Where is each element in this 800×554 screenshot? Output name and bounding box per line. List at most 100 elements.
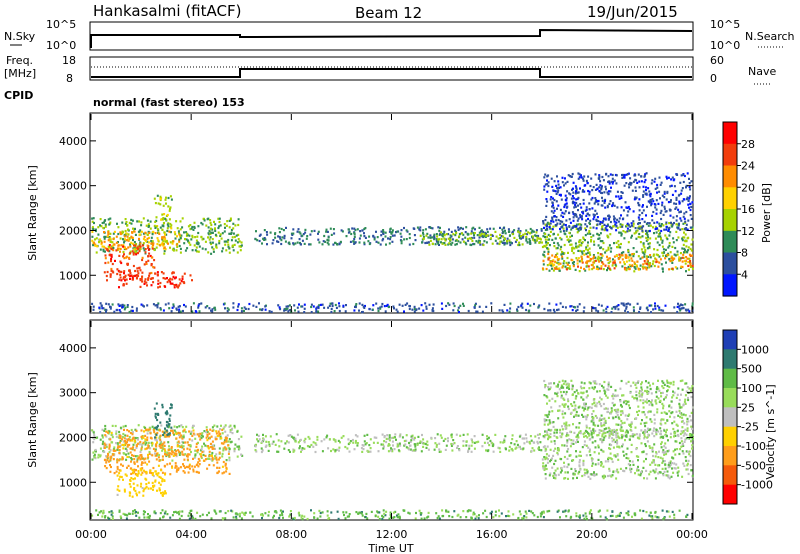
heatmap-cell [145, 485, 148, 489]
heatmap-cell [157, 231, 160, 234]
heatmap-cell [440, 241, 442, 244]
heatmap-cell [574, 205, 577, 208]
heatmap-cell [222, 447, 225, 450]
heatmap-cell [271, 242, 274, 245]
heatmap-cell [102, 250, 105, 253]
heatmap-cell [631, 259, 634, 262]
heatmap-cell [312, 445, 315, 448]
heatmap-cell [214, 447, 216, 450]
heatmap-cell [205, 430, 208, 434]
heatmap-cell [657, 229, 660, 232]
heatmap-cell [211, 459, 214, 462]
heatmap-cell [612, 393, 615, 396]
heatmap-cell [627, 256, 630, 259]
heatmap-cell [315, 306, 318, 309]
heatmap-cell [686, 420, 689, 423]
heatmap-cell [426, 440, 429, 443]
heatmap-cell [104, 458, 107, 461]
heatmap-cell [206, 457, 209, 460]
heatmap-cell [601, 441, 604, 444]
heatmap-cell [554, 459, 557, 462]
heatmap-cell [317, 230, 320, 233]
heatmap-cell [638, 225, 641, 228]
heatmap-cell [391, 231, 394, 234]
heatmap-cell [229, 428, 232, 432]
heatmap-cell [533, 238, 536, 241]
heatmap-cell [274, 232, 277, 235]
heatmap-cell [663, 429, 666, 432]
heatmap-cell [649, 256, 652, 259]
heatmap-cell [598, 234, 601, 237]
heatmap-cell [590, 429, 593, 433]
heatmap-cell [548, 435, 550, 438]
heatmap-cell [630, 182, 633, 185]
heatmap-cell [201, 238, 204, 241]
heatmap-cell [168, 209, 171, 212]
heatmap-cell [189, 444, 191, 447]
heatmap-cell [358, 309, 360, 312]
heatmap-cell [620, 232, 623, 235]
heatmap-cell [597, 203, 600, 206]
heatmap-cell [485, 241, 488, 244]
heatmap-cell [652, 308, 655, 311]
heatmap-cell [301, 305, 304, 308]
heatmap-cell [490, 302, 493, 305]
heatmap-cell [680, 219, 683, 222]
heatmap-cell [597, 259, 600, 262]
heatmap-cell [464, 241, 467, 244]
heatmap-cell [545, 267, 548, 271]
heatmap-cell [94, 228, 97, 231]
heatmap-region [542, 172, 694, 233]
heatmap-cell [330, 449, 332, 453]
heatmap-cell [193, 225, 196, 229]
heatmap-cell [479, 240, 481, 243]
heatmap-cell [163, 246, 166, 249]
heatmap-cell [338, 242, 341, 245]
heatmap-cell [444, 437, 447, 441]
heatmap-cell [152, 303, 155, 306]
heatmap-cell [569, 267, 572, 270]
heatmap-cell [589, 448, 591, 451]
heatmap-cell [569, 445, 572, 448]
heatmap-cell [154, 454, 157, 457]
heatmap-cell [161, 218, 164, 221]
heatmap-cell [655, 452, 658, 455]
heatmap-cell [401, 436, 404, 439]
heatmap-cell [364, 443, 367, 446]
heatmap-cell [156, 440, 159, 443]
heatmap-cell [665, 261, 667, 264]
heatmap-cell [468, 237, 471, 240]
heatmap-cell [580, 250, 583, 253]
heatmap-cell [665, 452, 668, 455]
heatmap-cell [126, 429, 129, 432]
heatmap-cell [103, 446, 106, 449]
heatmap-cell [159, 476, 162, 479]
heatmap-cell [499, 450, 502, 453]
heatmap-cell [544, 434, 547, 437]
heatmap-cell [164, 473, 166, 476]
heatmap-cell [684, 220, 687, 223]
heatmap-cell [596, 434, 599, 437]
heatmap-cell [462, 227, 464, 230]
heatmap-cell [515, 440, 518, 443]
heatmap-cell [158, 489, 161, 492]
heatmap-cell [124, 274, 127, 277]
heatmap-cell [218, 447, 221, 450]
heatmap-cell [440, 231, 443, 234]
heatmap-cell [393, 448, 396, 451]
heatmap-cell [223, 223, 226, 226]
heatmap-cell [615, 470, 618, 473]
heatmap-cell [635, 433, 638, 436]
heatmap-cell [515, 238, 518, 242]
heatmap-cell [458, 449, 461, 452]
heatmap-cell [646, 233, 649, 236]
heatmap-cell [363, 243, 366, 246]
heatmap-cell [600, 418, 603, 421]
heatmap-cell [521, 243, 524, 246]
heatmap-cell [405, 439, 408, 442]
heatmap-cell [137, 274, 140, 278]
heatmap-cell [224, 464, 227, 467]
heatmap-cell [265, 231, 268, 234]
heatmap-cell [522, 233, 525, 236]
heatmap-cell [218, 225, 221, 228]
